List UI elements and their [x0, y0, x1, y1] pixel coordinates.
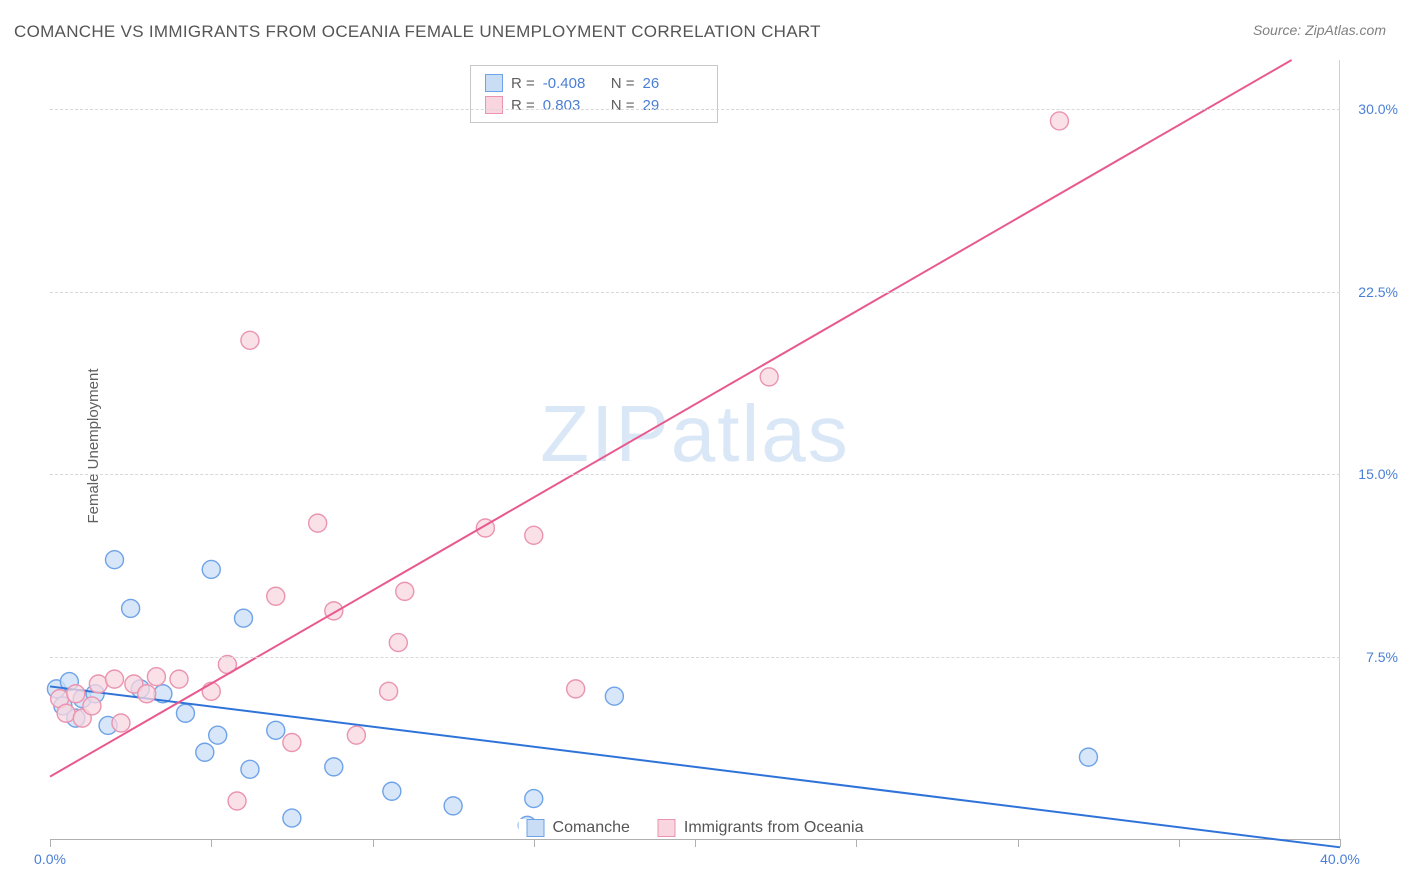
- scatter-point: [283, 809, 301, 827]
- scatter-point: [89, 675, 107, 693]
- scatter-point: [106, 551, 124, 569]
- scatter-point: [1050, 112, 1068, 130]
- scatter-point: [57, 704, 75, 722]
- scatter-point: [106, 670, 124, 688]
- scatter-point: [380, 682, 398, 700]
- scatter-point: [122, 599, 140, 617]
- x-tick: [1179, 839, 1180, 847]
- legend-item-oceania: Immigrants from Oceania: [658, 819, 864, 837]
- scatter-point: [605, 687, 623, 705]
- scatter-point: [325, 758, 343, 776]
- scatter-point: [147, 668, 165, 686]
- scatter-point: [138, 685, 156, 703]
- bottom-legend: Comanche Immigrants from Oceania: [519, 819, 872, 837]
- scatter-point: [267, 587, 285, 605]
- scatter-point: [760, 368, 778, 386]
- scatter-point: [196, 743, 214, 761]
- x-tick: [50, 839, 51, 847]
- scatter-point: [444, 797, 462, 815]
- trend-line: [50, 60, 1292, 777]
- scatter-point: [525, 790, 543, 808]
- scatter-point: [267, 721, 285, 739]
- scatter-point: [567, 680, 585, 698]
- scatter-point: [202, 560, 220, 578]
- scatter-point: [228, 792, 246, 810]
- scatter-point: [283, 734, 301, 752]
- x-tick: [1018, 839, 1019, 847]
- plot-area: ZIPatlas R = -0.408 N = 26 R = 0.803 N =…: [50, 60, 1340, 840]
- x-tick: [1340, 839, 1341, 847]
- legend-label-oceania: Immigrants from Oceania: [684, 819, 864, 837]
- legend-item-comanche: Comanche: [527, 819, 630, 837]
- scatter-point: [176, 704, 194, 722]
- swatch-oceania: [658, 819, 676, 837]
- gridline: [50, 657, 1340, 658]
- x-tick: [856, 839, 857, 847]
- scatter-point: [235, 609, 253, 627]
- scatter-point: [170, 670, 188, 688]
- scatter-point: [83, 697, 101, 715]
- scatter-point: [202, 682, 220, 700]
- scatter-point: [389, 634, 407, 652]
- y-tick-label: 22.5%: [1348, 284, 1398, 300]
- x-tick-label: 0.0%: [34, 851, 66, 867]
- scatter-svg: [50, 60, 1340, 839]
- scatter-point: [241, 760, 259, 778]
- y-tick-label: 15.0%: [1348, 466, 1398, 482]
- y-tick-label: 30.0%: [1348, 101, 1398, 117]
- scatter-point: [1079, 748, 1097, 766]
- scatter-point: [383, 782, 401, 800]
- x-tick: [695, 839, 696, 847]
- scatter-point: [209, 726, 227, 744]
- x-tick-label: 40.0%: [1320, 851, 1360, 867]
- chart-title: COMANCHE VS IMMIGRANTS FROM OCEANIA FEMA…: [14, 22, 821, 42]
- scatter-point: [67, 685, 85, 703]
- scatter-point: [241, 331, 259, 349]
- gridline: [50, 292, 1340, 293]
- gridline: [50, 474, 1340, 475]
- swatch-comanche: [527, 819, 545, 837]
- x-tick: [534, 839, 535, 847]
- y-tick-label: 7.5%: [1348, 649, 1398, 665]
- scatter-point: [347, 726, 365, 744]
- scatter-point: [309, 514, 327, 532]
- x-tick: [373, 839, 374, 847]
- scatter-point: [396, 582, 414, 600]
- scatter-point: [112, 714, 130, 732]
- gridline: [50, 109, 1340, 110]
- scatter-point: [525, 526, 543, 544]
- legend-label-comanche: Comanche: [553, 819, 630, 837]
- source-attribution: Source: ZipAtlas.com: [1253, 22, 1386, 38]
- x-tick: [211, 839, 212, 847]
